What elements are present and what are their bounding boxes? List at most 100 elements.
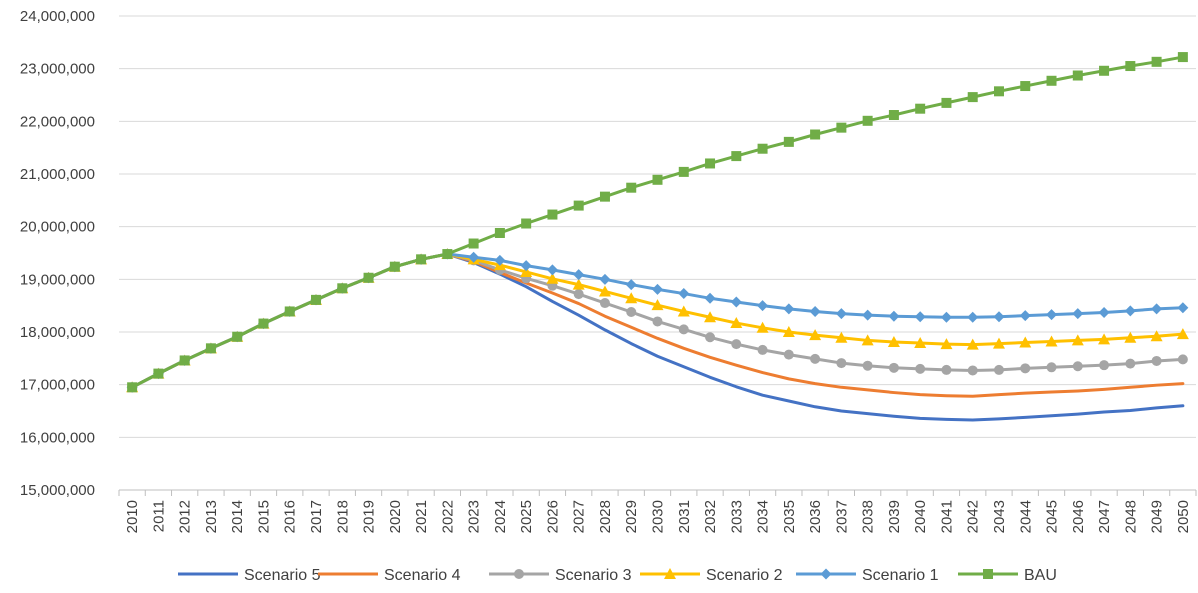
- data-point-bau: [363, 272, 374, 283]
- data-point-scenario-2: [1019, 336, 1032, 348]
- data-point-bau: [783, 136, 794, 147]
- legend-item-scenario-5: Scenario 5: [178, 567, 321, 584]
- data-point-scenario-3: [678, 324, 689, 335]
- x-tick-label: 2014: [229, 500, 246, 533]
- data-point-scenario-1: [757, 300, 769, 312]
- data-point-scenario-1: [1019, 310, 1031, 322]
- data-point-bau: [416, 254, 427, 265]
- data-point-scenario-1: [783, 303, 795, 315]
- data-point-bau: [941, 97, 952, 108]
- data-point-bau: [731, 151, 742, 162]
- x-tick-label: 2044: [1017, 500, 1034, 533]
- data-point-scenario-3: [967, 365, 978, 376]
- data-point-scenario-2: [1098, 333, 1111, 345]
- data-point-scenario-3: [1125, 358, 1136, 369]
- legend-marker: [664, 568, 676, 579]
- legend-label: Scenario 4: [384, 567, 461, 584]
- data-point-bau: [284, 306, 295, 317]
- data-point-bau: [626, 182, 637, 193]
- x-tick-label: 2036: [807, 500, 824, 533]
- legend-marker: [983, 569, 993, 579]
- data-point-scenario-3: [599, 298, 610, 309]
- data-point-scenario-1: [546, 264, 558, 276]
- x-tick-label: 2042: [965, 500, 982, 533]
- x-tick-label: 2049: [1149, 500, 1166, 533]
- x-tick-label: 2040: [912, 500, 929, 533]
- legend-item-scenario-3: Scenario 3: [489, 567, 632, 584]
- data-point-scenario-3: [573, 289, 584, 300]
- data-point-bau: [599, 191, 610, 202]
- data-point-bau: [967, 92, 978, 103]
- data-point-bau: [468, 238, 479, 249]
- data-point-scenario-2: [914, 337, 927, 349]
- data-point-scenario-3: [915, 363, 926, 374]
- y-tick-label: 16,000,000: [20, 429, 95, 446]
- legend-label: Scenario 3: [555, 567, 632, 584]
- data-point-scenario-1: [494, 254, 506, 266]
- x-tick-label: 2050: [1175, 500, 1192, 533]
- legend-marker: [514, 569, 524, 579]
- x-tick-label: 2030: [650, 500, 667, 533]
- data-point-scenario-2: [1071, 334, 1084, 346]
- data-point-scenario-2: [835, 331, 848, 343]
- x-tick-label: 2041: [938, 500, 955, 533]
- data-point-scenario-1: [573, 269, 585, 281]
- data-point-scenario-1: [520, 260, 532, 272]
- legend-label: BAU: [1024, 567, 1057, 584]
- data-point-scenario-2: [625, 292, 638, 304]
- data-point-scenario-3: [1177, 354, 1188, 365]
- data-point-bau: [1177, 52, 1188, 63]
- legend-item-bau: BAU: [958, 567, 1057, 584]
- data-point-scenario-1: [967, 311, 979, 323]
- y-tick-label: 22,000,000: [20, 113, 95, 130]
- x-tick-label: 2032: [702, 500, 719, 533]
- data-point-bau: [678, 166, 689, 177]
- x-tick-label: 2047: [1096, 500, 1113, 533]
- data-point-bau: [1099, 65, 1110, 76]
- x-tick-label: 2031: [676, 500, 693, 533]
- data-point-scenario-3: [1046, 362, 1057, 373]
- series-scenario-3: [127, 249, 1188, 393]
- data-point-scenario-3: [705, 332, 716, 343]
- data-point-scenario-1: [888, 310, 900, 322]
- data-point-bau: [993, 86, 1004, 97]
- data-point-bau: [179, 355, 190, 366]
- legend-marker: [820, 568, 832, 580]
- data-point-bau: [153, 368, 164, 379]
- data-point-scenario-1: [1046, 309, 1058, 321]
- data-point-scenario-3: [1020, 363, 1031, 374]
- data-point-scenario-1: [1072, 308, 1084, 320]
- data-point-scenario-3: [862, 360, 873, 371]
- gridlines: [119, 15, 1196, 491]
- data-point-scenario-3: [757, 344, 768, 355]
- x-tick-label: 2023: [466, 500, 483, 533]
- data-point-scenario-1: [678, 288, 690, 300]
- data-point-bau: [521, 218, 532, 229]
- legend-item-scenario-2: Scenario 2: [640, 567, 783, 584]
- data-point-bau: [810, 129, 821, 140]
- data-point-scenario-3: [652, 316, 663, 327]
- y-tick-label: 21,000,000: [20, 166, 95, 183]
- data-point-bau: [389, 261, 400, 272]
- data-point-bau: [1125, 61, 1136, 72]
- data-point-scenario-1: [652, 283, 663, 295]
- data-point-scenario-3: [626, 306, 637, 317]
- y-tick-label: 23,000,000: [20, 61, 95, 78]
- data-point-scenario-2: [572, 278, 585, 290]
- data-point-scenario-2: [966, 338, 979, 350]
- data-point-scenario-3: [1072, 361, 1083, 372]
- data-point-scenario-2: [1176, 328, 1189, 340]
- data-point-scenario-2: [1124, 331, 1137, 343]
- data-point-scenario-2: [887, 336, 900, 348]
- data-point-bau: [1072, 70, 1083, 81]
- data-point-scenario-1: [704, 292, 716, 304]
- data-point-bau: [652, 174, 663, 185]
- data-point-scenario-1: [599, 273, 611, 285]
- x-tick-label: 2021: [413, 500, 430, 533]
- data-point-scenario-2: [756, 321, 769, 333]
- data-point-bau: [1020, 81, 1031, 92]
- x-tick-label: 2033: [728, 500, 745, 533]
- legend-label: Scenario 2: [706, 567, 783, 584]
